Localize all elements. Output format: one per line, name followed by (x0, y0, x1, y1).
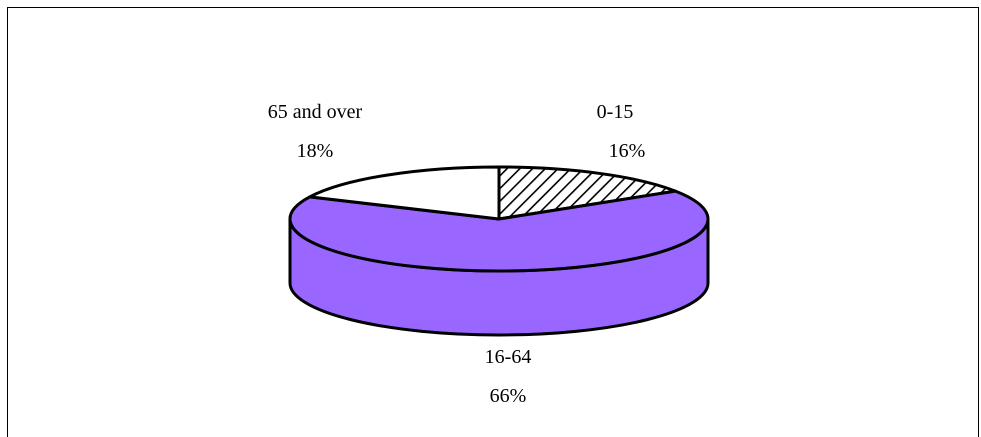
pie-slice-16-64 (288, 189, 710, 273)
label-16-64-name: 16-64 (485, 346, 532, 368)
label-0-15-percent: 16% (609, 140, 646, 162)
label-16-64-percent: 66% (490, 385, 527, 407)
label-0-15-name: 0-15 (597, 101, 634, 123)
label-65-and-over-name: 65 and over (268, 101, 363, 123)
label-65-and-over-percent: 18% (297, 140, 334, 162)
pie-slice-0-15 (497, 165, 677, 221)
pie-slice-65-and-over (308, 165, 501, 221)
